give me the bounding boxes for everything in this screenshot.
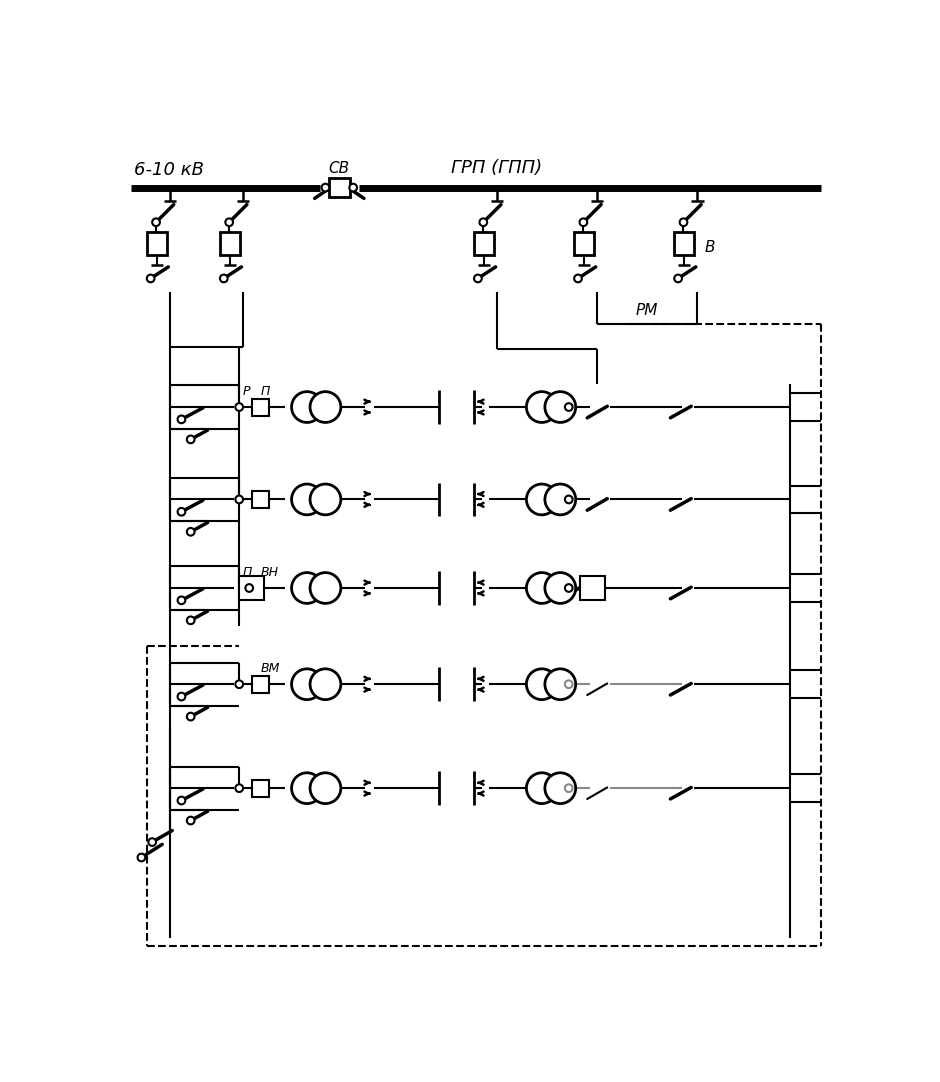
Circle shape	[178, 415, 185, 423]
Circle shape	[220, 275, 227, 282]
Circle shape	[580, 219, 588, 226]
Bar	[474, 233, 494, 255]
Circle shape	[526, 392, 557, 422]
Circle shape	[235, 784, 243, 792]
Bar	[328, 179, 350, 197]
Circle shape	[545, 572, 575, 604]
Bar	[147, 233, 166, 255]
Circle shape	[226, 219, 233, 226]
Circle shape	[291, 484, 322, 515]
Circle shape	[565, 496, 572, 503]
Circle shape	[291, 773, 322, 804]
Bar	[239, 577, 264, 599]
Bar	[252, 676, 269, 692]
Circle shape	[178, 796, 185, 804]
Circle shape	[187, 817, 195, 824]
Circle shape	[680, 219, 687, 226]
Circle shape	[310, 392, 341, 422]
Circle shape	[187, 436, 195, 444]
Circle shape	[674, 275, 682, 282]
Circle shape	[310, 484, 341, 515]
Circle shape	[152, 219, 160, 226]
Circle shape	[545, 392, 575, 422]
Bar	[574, 233, 594, 255]
Text: ГРП (ГПП): ГРП (ГПП)	[451, 159, 542, 177]
Circle shape	[178, 507, 185, 516]
Circle shape	[178, 596, 185, 604]
Circle shape	[574, 275, 582, 282]
Circle shape	[291, 392, 322, 422]
Circle shape	[187, 528, 195, 536]
Text: СВ: СВ	[329, 161, 350, 176]
Circle shape	[565, 681, 572, 688]
Text: П: П	[243, 566, 253, 579]
Circle shape	[350, 184, 357, 192]
Circle shape	[545, 773, 575, 804]
Circle shape	[321, 184, 329, 192]
Circle shape	[565, 584, 572, 592]
Circle shape	[565, 784, 572, 792]
Text: РМ: РМ	[635, 303, 658, 318]
Circle shape	[235, 681, 243, 688]
Circle shape	[526, 572, 557, 604]
Text: 6-10 кВ: 6-10 кВ	[133, 161, 204, 179]
Circle shape	[235, 496, 243, 503]
Bar	[252, 491, 269, 507]
Circle shape	[310, 572, 341, 604]
Circle shape	[526, 669, 557, 700]
Text: В: В	[705, 240, 715, 255]
Circle shape	[291, 669, 322, 700]
Circle shape	[565, 404, 572, 411]
Circle shape	[178, 692, 185, 700]
Text: П: П	[260, 385, 270, 398]
Circle shape	[545, 484, 575, 515]
Circle shape	[526, 773, 557, 804]
Text: ВН: ВН	[260, 566, 279, 579]
Circle shape	[479, 219, 487, 226]
Circle shape	[235, 404, 243, 411]
Text: Р: Р	[243, 385, 251, 398]
Circle shape	[545, 669, 575, 700]
Circle shape	[187, 713, 195, 721]
Circle shape	[291, 572, 322, 604]
Text: ВМ: ВМ	[260, 662, 280, 675]
Bar	[252, 398, 269, 415]
Circle shape	[147, 275, 154, 282]
Circle shape	[526, 484, 557, 515]
Circle shape	[310, 669, 341, 700]
Circle shape	[245, 584, 253, 592]
Circle shape	[137, 854, 146, 861]
Bar	[252, 780, 269, 796]
Bar	[674, 233, 695, 255]
Circle shape	[310, 773, 341, 804]
Circle shape	[474, 275, 482, 282]
Circle shape	[149, 839, 156, 846]
Circle shape	[187, 617, 195, 624]
Bar	[580, 577, 605, 599]
Bar	[220, 233, 240, 255]
